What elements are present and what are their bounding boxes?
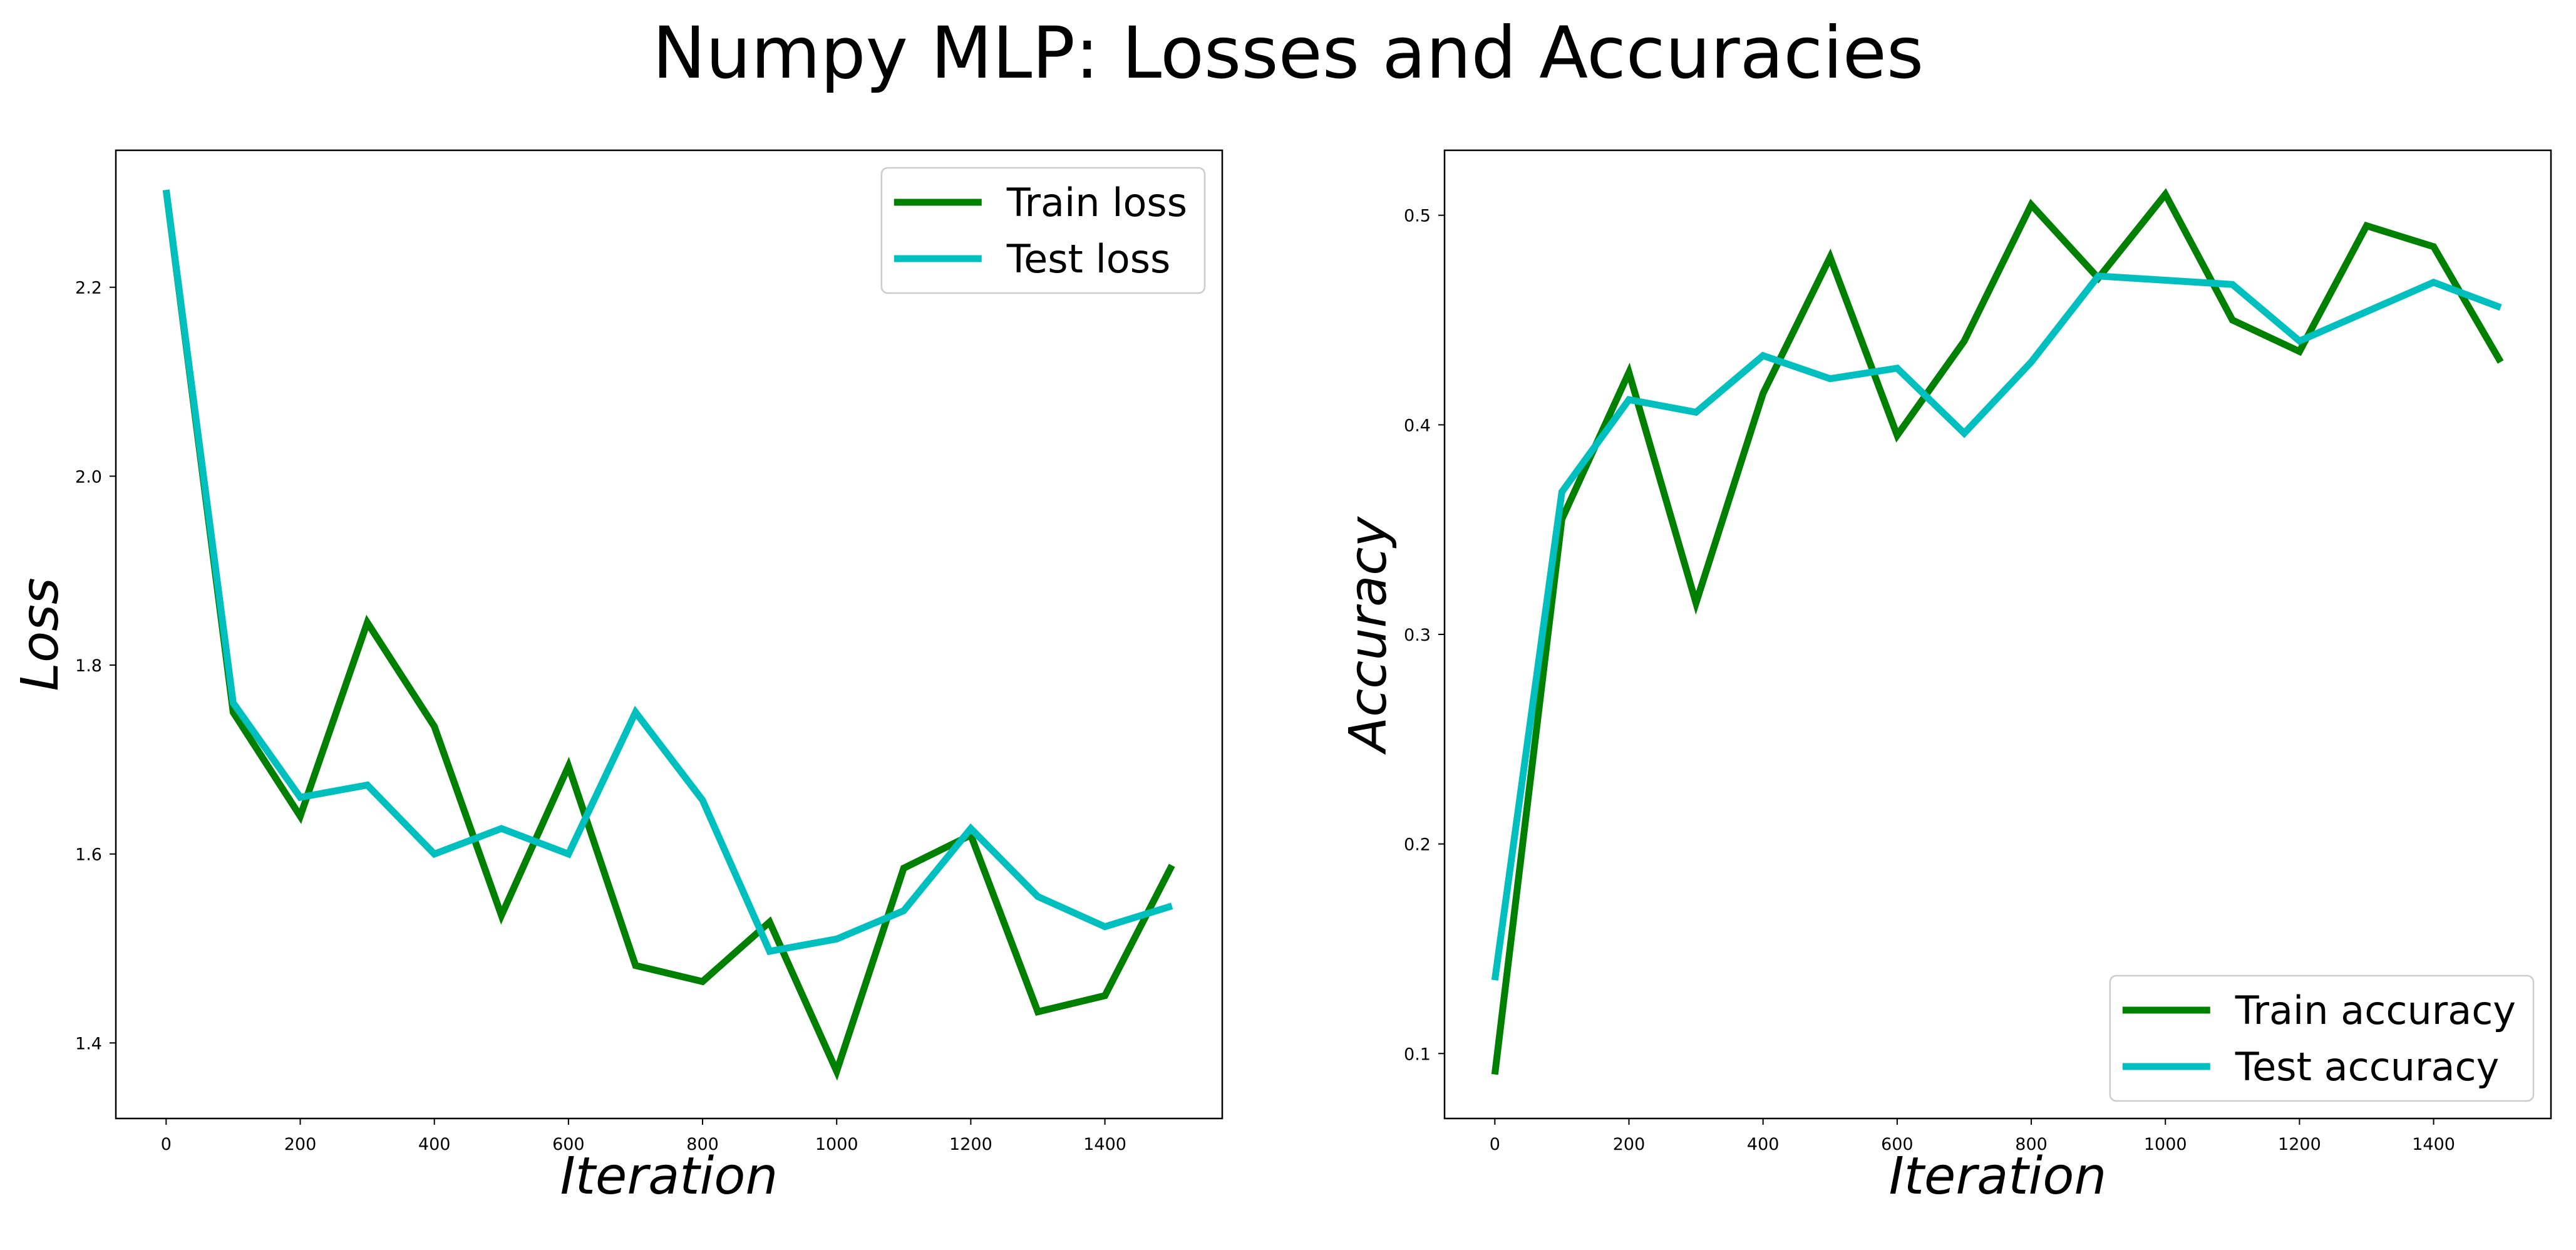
y-tick-label: 1.6 [75,845,102,865]
legend-label: Test accuracy [2235,1044,2500,1090]
legend: Train loss Test loss [880,167,1206,294]
axes-frame [1443,149,2552,1120]
y-tick-label: 1.8 [75,656,102,676]
y-tick-label: 0.5 [1404,207,1431,226]
x-tick-label: 1400 [2412,1135,2455,1154]
legend: Train accuracy Test accuracy [2109,974,2535,1102]
x-tick-label: 800 [2015,1135,2048,1154]
x-tick-label: 600 [1881,1135,1914,1154]
x-tick-label: 1400 [1083,1135,1126,1154]
x-tick-label: 1000 [815,1135,858,1154]
accuracy-chart: 0 200 400 600 800 1000 1200 1400 0.1 0.2 0.3 0.4 0.5… [1339,149,2552,1206]
series-line-test-loss [162,189,1173,956]
legend-label: Train loss [1006,180,1187,225]
x-tick-label: 800 [686,1135,719,1154]
y-tick-label: 0.4 [1404,416,1431,435]
series-line-train-loss [162,189,1175,1081]
y-axis-label: Loss [11,577,70,691]
x-tick-label: 1200 [2278,1135,2321,1154]
loss-chart: 0 200 400 600 800 1000 1200 1400 1.4 1.6 1.8 2.0 2.2… [11,149,1224,1206]
x-tick-label: 200 [1613,1135,1646,1154]
x-tick-label: 200 [284,1135,317,1154]
legend-box [2109,974,2535,1102]
series-line-test-accuracy [1491,272,2502,981]
figure-title: Numpy MLP: Losses and Accuracies [652,11,1924,95]
x-tick-label: 0 [1490,1135,1500,1154]
x-axis-label: Iteration [1889,1147,2107,1206]
y-tick-label: 0.1 [1404,1045,1431,1064]
x-tick-label: 1200 [949,1135,992,1154]
series-line-train-accuracy [1491,188,2504,1075]
legend-label: Train accuracy [2235,988,2516,1033]
y-tick-label: 2.0 [75,467,102,487]
y-tick-label: 1.4 [75,1034,102,1053]
x-axis-label: Iteration [560,1147,778,1206]
axes-frame [115,149,1224,1120]
x-tick-label: 400 [418,1135,451,1154]
legend-label: Test loss [1006,236,1171,282]
y-tick-label: 0.3 [1404,626,1431,645]
x-tick-label: 400 [1747,1135,1780,1154]
y-tick-label: 0.2 [1404,835,1431,855]
y-tick-label: 2.2 [75,279,102,298]
x-tick-label: 0 [161,1135,172,1154]
x-tick-label: 600 [552,1135,585,1154]
y-axis-label: Accuracy [1339,516,1398,755]
x-tick-label: 1000 [2144,1135,2187,1154]
